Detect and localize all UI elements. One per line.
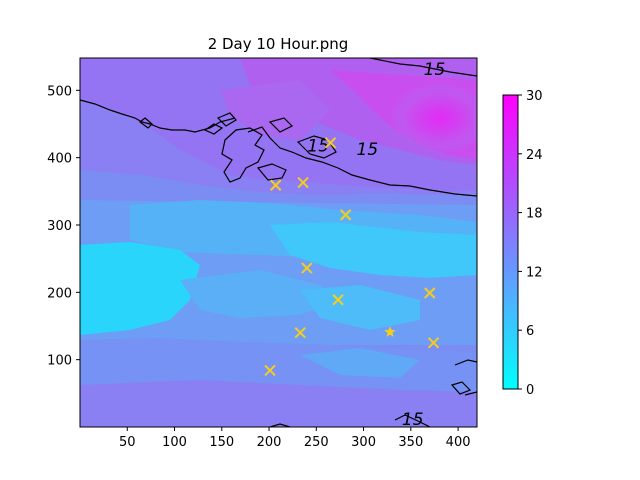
x-marker	[424, 287, 436, 299]
y-tick-label: 500	[47, 84, 72, 99]
colorbar-tick-label: 18	[526, 207, 543, 222]
x-marker	[294, 327, 306, 339]
x-axis: 50 100 150 200 250 300 350 400	[119, 427, 471, 450]
colorbar-ticks: 0 6 12 18 24 30	[518, 89, 543, 398]
plot-area-frame	[79, 57, 478, 428]
x-marker	[332, 294, 344, 306]
x-tick-label: 250	[304, 435, 329, 450]
x-tick-label: 300	[351, 435, 376, 450]
markers	[264, 137, 440, 377]
contour-label: 15	[307, 137, 329, 157]
x-tick-label: 100	[162, 435, 187, 450]
colorbar-tick-label: 30	[526, 89, 543, 104]
y-tick-label: 200	[47, 286, 72, 301]
x-tick-label: 400	[446, 435, 471, 450]
colorbar-tick-label: 6	[526, 324, 534, 339]
x-tick-label: 350	[398, 435, 423, 450]
star-marker	[384, 326, 396, 337]
contour-label: 15	[402, 410, 424, 430]
y-tick-label: 400	[47, 152, 72, 167]
x-tick-label: 50	[119, 435, 136, 450]
heatmap-field	[80, 58, 477, 427]
colorbar-tick-label: 24	[526, 148, 543, 163]
y-axis: 100 200 300 400 500	[47, 84, 80, 369]
x-marker	[427, 337, 440, 349]
x-marker	[301, 262, 313, 274]
x-tick-label: 150	[209, 435, 234, 450]
y-tick-label: 300	[47, 219, 72, 234]
x-marker	[324, 137, 337, 149]
x-marker	[339, 209, 352, 221]
contour-label: 15	[357, 140, 379, 160]
coastline-lines	[80, 58, 477, 427]
colorbar-tick-label: 0	[526, 383, 534, 398]
x-tick-label: 200	[257, 435, 282, 450]
contour-label: 15	[424, 60, 446, 80]
chart-title: 2 Day 10 Hour.png	[208, 35, 349, 53]
contour-labels: 15 15 15 15	[307, 60, 445, 430]
colorbar	[502, 94, 519, 390]
colorbar-tick-label: 12	[526, 265, 543, 280]
x-marker	[269, 179, 282, 191]
x-marker	[264, 364, 276, 377]
y-tick-label: 100	[47, 354, 72, 369]
x-marker	[297, 176, 309, 189]
